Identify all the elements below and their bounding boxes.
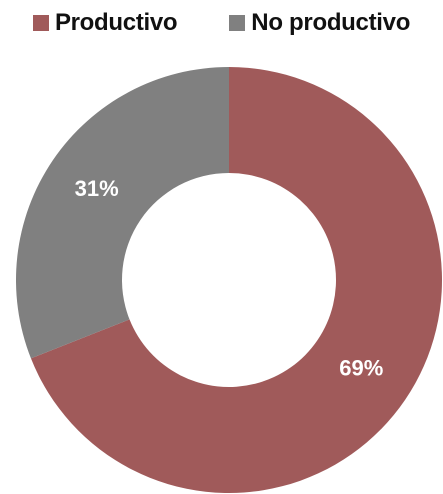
legend-label-productivo: Productivo — [54, 9, 178, 36]
legend-item-productivo: Productivo — [32, 8, 178, 38]
legend-item-no-productivo: No productivo — [229, 8, 410, 38]
slice-label-no-productivo: 31% — [75, 176, 119, 201]
slice-label-productivo: 69% — [339, 356, 383, 381]
chart-legend: Productivo No productivo — [0, 8, 443, 38]
legend-swatch-no-productivo — [229, 15, 246, 31]
slice-no-productivo — [15, 67, 230, 359]
slice-productivo — [30, 67, 442, 493]
legend-swatch-productivo — [32, 15, 49, 31]
legend-label-no-productivo: No productivo — [251, 9, 411, 36]
